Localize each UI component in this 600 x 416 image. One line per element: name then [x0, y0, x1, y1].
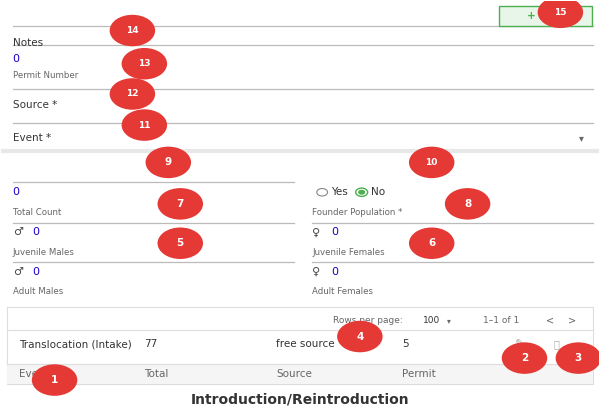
Text: 3: 3	[575, 353, 582, 363]
Text: Adult Males: Adult Males	[13, 287, 63, 296]
Text: Adult Females: Adult Females	[312, 287, 373, 296]
Text: 0: 0	[32, 228, 39, 238]
FancyBboxPatch shape	[7, 364, 593, 384]
Text: ♀: ♀	[312, 228, 320, 238]
Text: 5: 5	[402, 339, 409, 349]
Circle shape	[122, 109, 167, 141]
Text: ✎: ✎	[515, 338, 526, 351]
Text: Rows per page:: Rows per page:	[333, 316, 403, 325]
Circle shape	[110, 15, 155, 46]
Text: 13: 13	[138, 59, 151, 68]
Text: 1: 1	[51, 375, 58, 385]
Text: Source *: Source *	[13, 100, 57, 110]
Circle shape	[337, 321, 383, 352]
Text: + ADD: + ADD	[527, 11, 564, 21]
Circle shape	[146, 146, 191, 178]
Text: Translocation (Intake): Translocation (Intake)	[19, 339, 131, 349]
Text: 9: 9	[165, 157, 172, 167]
Text: ♂: ♂	[13, 267, 23, 277]
Text: 8: 8	[464, 199, 471, 209]
Circle shape	[538, 0, 583, 28]
Text: Event: Event	[19, 369, 49, 379]
Text: 14: 14	[126, 26, 139, 35]
Circle shape	[409, 146, 454, 178]
FancyBboxPatch shape	[7, 307, 593, 384]
Text: 0: 0	[331, 267, 338, 277]
Text: 0: 0	[32, 267, 39, 277]
Circle shape	[556, 342, 600, 374]
Text: Juvenile Males: Juvenile Males	[13, 248, 74, 257]
Text: Yes: Yes	[331, 187, 348, 197]
Circle shape	[158, 228, 203, 259]
Circle shape	[409, 228, 454, 259]
Text: 6: 6	[428, 238, 436, 248]
Text: 0: 0	[13, 54, 20, 64]
Circle shape	[32, 364, 77, 396]
Text: No: No	[371, 187, 385, 197]
Text: Total Count: Total Count	[13, 208, 61, 217]
Circle shape	[317, 188, 328, 196]
Text: Permit Number: Permit Number	[13, 71, 78, 80]
Text: Permit: Permit	[402, 369, 436, 379]
Text: Total: Total	[145, 369, 169, 379]
Text: 77: 77	[145, 339, 158, 349]
Text: 100: 100	[423, 316, 440, 325]
Text: ⬜: ⬜	[553, 339, 559, 349]
Circle shape	[122, 48, 167, 79]
Text: free source: free source	[276, 339, 335, 349]
Text: 7: 7	[176, 199, 184, 209]
Circle shape	[502, 342, 547, 374]
Circle shape	[358, 190, 365, 195]
Text: 11: 11	[138, 121, 151, 129]
Text: 2: 2	[521, 353, 528, 363]
Text: 10: 10	[425, 158, 438, 167]
Text: ♀: ♀	[312, 267, 320, 277]
Text: ♂: ♂	[13, 228, 23, 238]
Text: Introduction/Reintroduction: Introduction/Reintroduction	[191, 393, 409, 406]
Text: 15: 15	[554, 8, 566, 17]
Text: ▾: ▾	[446, 316, 451, 325]
Text: Juvenile Females: Juvenile Females	[312, 248, 385, 257]
Text: >: >	[568, 315, 577, 325]
Text: 1–1 of 1: 1–1 of 1	[482, 316, 519, 325]
Circle shape	[110, 78, 155, 110]
Circle shape	[356, 188, 368, 196]
Text: Event *: Event *	[13, 134, 51, 144]
Text: 12: 12	[126, 89, 139, 99]
Text: 4: 4	[356, 332, 364, 342]
Text: 0: 0	[13, 187, 20, 197]
Text: Founder Population *: Founder Population *	[312, 208, 403, 217]
Circle shape	[158, 188, 203, 220]
Text: Source: Source	[276, 369, 312, 379]
Text: 0: 0	[331, 228, 338, 238]
Text: ▾: ▾	[580, 134, 584, 144]
Text: <: <	[546, 315, 554, 325]
Text: 5: 5	[176, 238, 184, 248]
Circle shape	[445, 188, 490, 220]
Text: Notes: Notes	[13, 38, 43, 48]
FancyBboxPatch shape	[499, 6, 592, 26]
